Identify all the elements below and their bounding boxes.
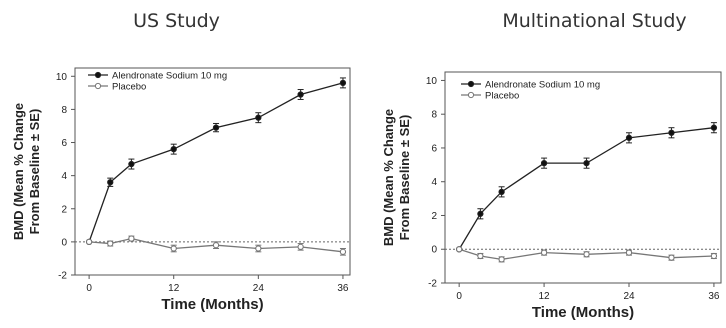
x-tick-label: 24 xyxy=(623,291,635,302)
y-tick-label: -2 xyxy=(428,279,437,290)
placebo-data-point xyxy=(107,240,114,247)
alendronate-series-line xyxy=(458,127,715,250)
alendronate-data-point xyxy=(498,188,505,195)
placebo-data-point xyxy=(498,256,505,263)
x-tick-label: 36 xyxy=(337,283,349,294)
x-tick-label: 12 xyxy=(168,283,180,294)
plot-frame xyxy=(74,67,351,276)
alendronate-data-point xyxy=(339,79,347,87)
legend-entry: Placebo xyxy=(112,82,146,93)
x-tick-label: 36 xyxy=(708,291,720,302)
x-tick-label: 12 xyxy=(539,291,551,302)
y-tick-label: 8 xyxy=(61,105,67,116)
placebo-data-point xyxy=(128,235,135,242)
placebo-data-point xyxy=(339,248,347,255)
alendronate-data-point xyxy=(128,160,135,168)
placebo-data-point xyxy=(477,252,484,260)
y-tick-label: 4 xyxy=(431,177,437,188)
x-axis-label: Time (Months) xyxy=(532,304,634,321)
placebo-data-point xyxy=(668,254,675,261)
placebo-data-point xyxy=(85,238,93,246)
y-tick-label: 6 xyxy=(61,138,67,149)
y-tick-label: 2 xyxy=(431,211,437,222)
y-tick-label: 0 xyxy=(431,245,437,256)
legend-marker xyxy=(467,91,475,99)
alendronate-data-point xyxy=(710,124,718,131)
placebo-data-point xyxy=(255,245,262,252)
placebo-data-point xyxy=(540,249,548,256)
y-tick-label: 6 xyxy=(431,143,437,154)
placebo-data-point xyxy=(625,249,633,256)
legend-marker xyxy=(467,80,475,88)
placebo-data-point xyxy=(212,242,220,249)
alendronate-data-point xyxy=(297,91,304,98)
placebo-data-point xyxy=(710,252,718,260)
legend-marker xyxy=(94,82,102,90)
placebo-data-point xyxy=(456,246,463,253)
y-tick-label: 10 xyxy=(56,72,68,83)
alendronate-data-point xyxy=(255,114,262,121)
plot-frame xyxy=(444,71,722,284)
chart-title: Multinational Study xyxy=(502,10,687,32)
placebo-data-point xyxy=(297,243,304,250)
y-tick-label: 8 xyxy=(431,110,437,121)
placebo-data-point xyxy=(583,251,590,258)
alendronate-data-point xyxy=(477,210,484,217)
y-axis-label: From Baseline ± SE) xyxy=(27,109,42,235)
placebo-series-line xyxy=(458,248,714,261)
y-axis-label: BMD (Mean % Change xyxy=(381,109,396,246)
x-tick-label: 24 xyxy=(253,283,265,294)
alendronate-data-point xyxy=(170,145,177,153)
alendronate-data-point xyxy=(668,129,675,136)
alendronate-data-point xyxy=(107,179,114,186)
x-tick-label: 0 xyxy=(456,291,462,302)
legend-entry: Alendronate Sodium 10 mg xyxy=(112,71,227,82)
x-axis-label: Time (Months) xyxy=(161,296,263,313)
alendronate-data-point xyxy=(583,160,590,167)
legend-entry: Placebo xyxy=(485,91,519,102)
legend-marker xyxy=(94,71,102,79)
alendronate-data-point xyxy=(625,134,633,141)
y-tick-label: 4 xyxy=(61,171,67,182)
y-tick-label: -2 xyxy=(58,271,67,282)
y-axis-label: BMD (Mean % Change xyxy=(11,103,26,240)
multinational-study-panel: Multinational Study -2 0 2 4 6 8 10 0 12 24 36 Time… xyxy=(363,0,726,328)
x-tick-label: 0 xyxy=(86,283,92,294)
us-study-panel: US Study -2 0 2 4 6 8 10 0 12 24 36 Time (Months) BM… xyxy=(11,10,351,313)
alendronate-series-line xyxy=(88,82,344,243)
alendronate-data-point xyxy=(540,160,548,167)
y-axis-label: From Baseline ± SE) xyxy=(397,115,412,241)
chart-title: US Study xyxy=(133,10,220,32)
y-tick-label: 0 xyxy=(61,237,67,248)
placebo-series-line xyxy=(89,237,344,253)
y-tick-label: 10 xyxy=(426,76,438,87)
alendronate-data-point xyxy=(212,124,220,131)
placebo-data-point xyxy=(170,245,177,252)
legend-entry: Alendronate Sodium 10 mg xyxy=(485,80,600,91)
y-tick-label: 2 xyxy=(61,204,67,215)
